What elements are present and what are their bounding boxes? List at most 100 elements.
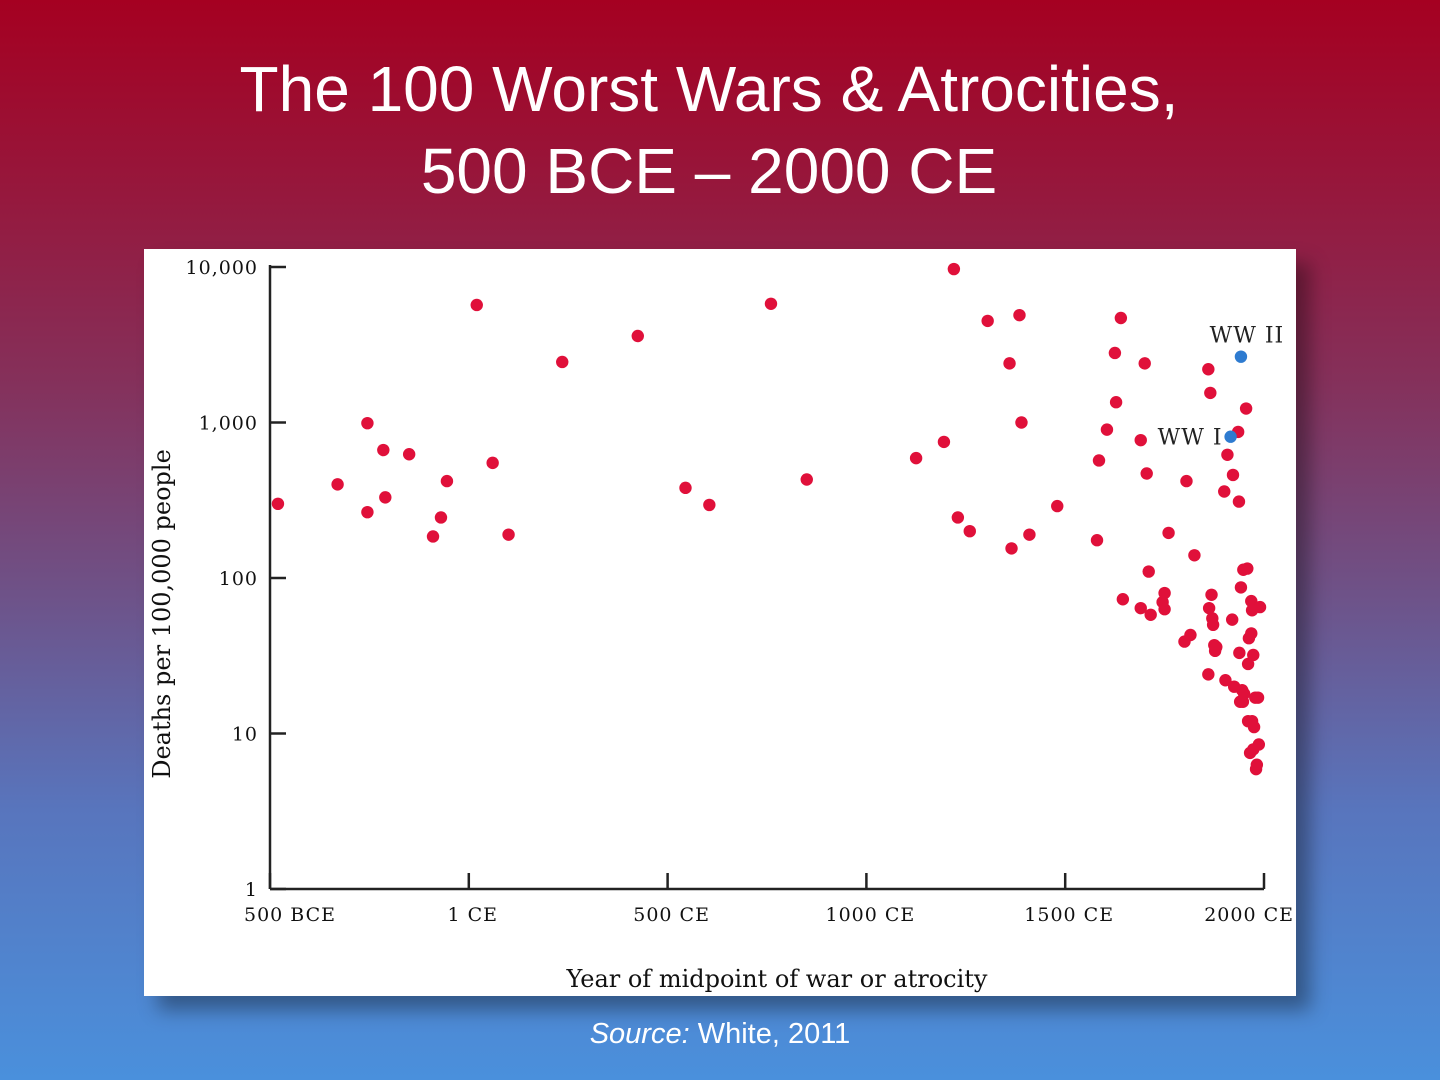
data-point (377, 443, 390, 457)
source-text: White, 2011 (697, 1018, 851, 1050)
slide-title-line-2: 500 BCE – 2000 CE (420, 135, 998, 207)
chart-panel: 1 10 100 1,000 10,000 500 BCE 1 CE 500 CE 1000 C… (144, 249, 1296, 996)
data-point (1251, 691, 1265, 704)
x-tick-label: 500 BCE (244, 904, 336, 926)
y-tick-label: 100 (219, 568, 258, 590)
data-point (486, 456, 499, 470)
data-point (1202, 668, 1215, 681)
data-point (1144, 608, 1157, 621)
x-tick-label: 1000 CE (825, 904, 915, 926)
annotation-label: WW I (1158, 426, 1223, 451)
data-point (703, 498, 716, 512)
data-point (1225, 613, 1239, 626)
data-point (1241, 657, 1255, 671)
data-point (1250, 758, 1264, 771)
y-tick-label: 1,000 (199, 413, 258, 435)
highlight-point (1234, 350, 1248, 363)
scatter-chart: 1 10 100 1,000 10,000 500 BCE 1 CE 500 CE 1000 C… (148, 257, 1294, 993)
data-point (331, 478, 344, 491)
data-point (1015, 416, 1028, 429)
data-point (361, 505, 374, 519)
data-point (1109, 396, 1123, 409)
data-point (1205, 588, 1218, 601)
data-point (800, 473, 813, 486)
data-point (937, 435, 951, 449)
data-point (556, 355, 569, 369)
data-point (1051, 499, 1064, 513)
data-point (1221, 448, 1234, 461)
data-point (909, 451, 923, 465)
data-point (1226, 468, 1240, 482)
data-point (426, 530, 440, 543)
data-point (1180, 474, 1193, 488)
data-point (379, 491, 392, 504)
data-point (1247, 720, 1261, 734)
annotation-label: WW II (1210, 324, 1285, 349)
data-point (1204, 386, 1217, 400)
data-point (1218, 485, 1231, 498)
data-point (1233, 646, 1246, 660)
data-point (434, 511, 448, 524)
x-axis-title: Year of midpoint of war or atrocity (565, 965, 987, 993)
data-point (1162, 526, 1175, 540)
data-point (470, 298, 483, 312)
data-point (1090, 534, 1104, 547)
data-point (1234, 581, 1248, 594)
data-point (1253, 600, 1267, 614)
data-point (951, 511, 965, 524)
highlight-point (1224, 430, 1237, 443)
data-point (1210, 640, 1223, 654)
data-point (1013, 308, 1026, 322)
data-point (1252, 738, 1266, 751)
data-point (981, 314, 994, 328)
y-tick-label: 1 (245, 879, 258, 901)
data-point (1241, 562, 1254, 575)
data-point (1219, 674, 1232, 687)
data-point (1232, 495, 1246, 508)
data-point (1100, 423, 1114, 436)
data-point (1023, 528, 1036, 541)
source-label: Source: (589, 1018, 690, 1050)
data-point (402, 448, 416, 461)
data-point (1005, 542, 1018, 555)
data-point (1245, 594, 1258, 608)
data-point (1245, 627, 1258, 640)
data-point (1237, 687, 1251, 701)
data-point (1142, 565, 1155, 578)
data-point (1239, 402, 1253, 415)
x-tick-label: 1 CE (448, 904, 499, 926)
data-point (502, 528, 515, 541)
data-point (1134, 433, 1147, 447)
data-point (271, 497, 285, 511)
data-point (1134, 601, 1147, 615)
data-point (1184, 628, 1197, 642)
data-point (1247, 648, 1260, 662)
source-citation: Source: White, 2011 (0, 1018, 1440, 1051)
data-point (1116, 593, 1130, 606)
data-point (1108, 346, 1122, 360)
data-point (1206, 618, 1220, 632)
data-point (1092, 454, 1106, 467)
x-tick-label: 500 CE (633, 904, 710, 926)
data-point (1138, 357, 1151, 370)
data-point (1158, 603, 1171, 616)
x-tick-label: 2000 CE (1204, 904, 1294, 926)
data-point (1158, 586, 1171, 600)
data-point (679, 481, 692, 495)
data-point (440, 474, 454, 488)
data-point (947, 262, 961, 276)
data-point (963, 524, 976, 538)
data-point (361, 416, 374, 430)
slide-title-line-1: The 100 Worst Wars & Atrocities, (239, 53, 1179, 125)
data-point (764, 297, 778, 310)
data-point (1202, 601, 1216, 615)
y-tick-label: 10 (232, 724, 258, 746)
y-tick-label: 10,000 (186, 257, 258, 279)
slide-title: The 100 Worst Wars & Atrocities, 500 BCE… (0, 48, 1418, 212)
y-axis-title: Deaths per 100,000 people (148, 449, 176, 779)
data-point (1188, 549, 1201, 562)
data-point (631, 329, 644, 343)
data-point (1003, 357, 1016, 370)
data-point (1114, 311, 1128, 325)
x-tick-label: 1500 CE (1024, 904, 1114, 926)
